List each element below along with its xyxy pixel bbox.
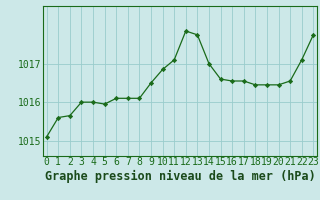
X-axis label: Graphe pression niveau de la mer (hPa): Graphe pression niveau de la mer (hPa): [44, 170, 316, 183]
